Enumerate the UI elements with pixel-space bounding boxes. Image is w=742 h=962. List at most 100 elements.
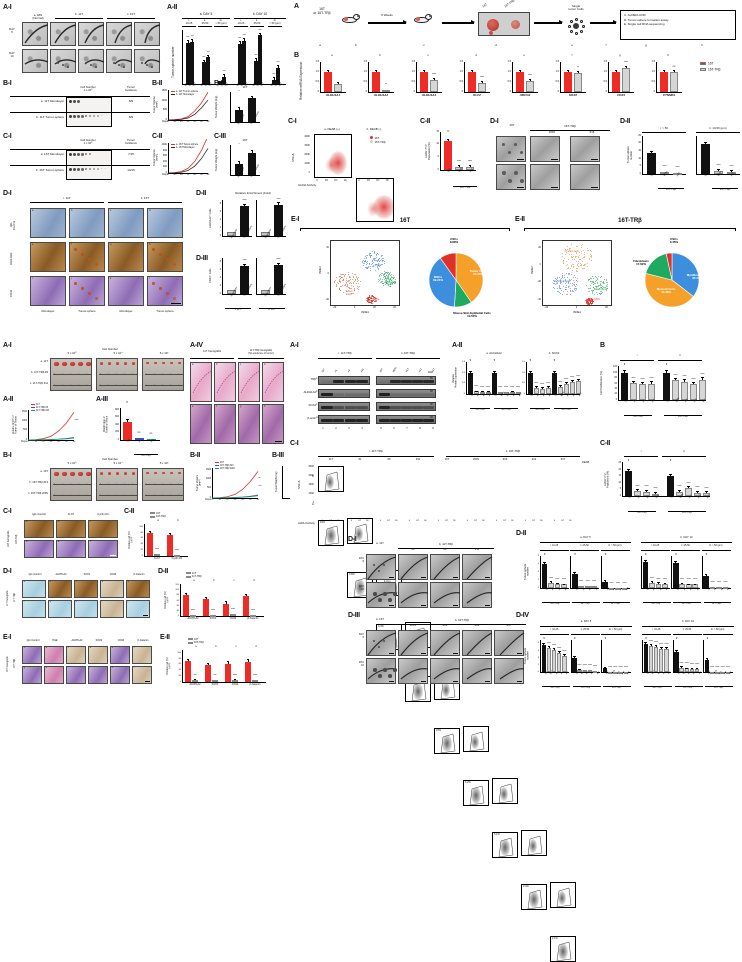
- tsne-point: [571, 279, 572, 280]
- blot-lane-num-6: 7: [404, 428, 410, 431]
- tsne-point: [584, 256, 585, 257]
- a2b-ylabel: Relative Protein Expression: [453, 362, 458, 394]
- sc-xtick-1-2-4: #17: [729, 671, 733, 675]
- bq-sig-6: ****: [622, 62, 630, 65]
- a2-star-3-2: ***: [240, 35, 248, 38]
- ihcg-tile-1-4: k: [110, 666, 130, 684]
- wf-plate-label-16ttrb: 16T-TRβ: [504, 0, 515, 9]
- sg-row-0: DAY 5: [352, 558, 364, 563]
- tsne-point: [584, 265, 585, 266]
- g2-legend: 16T 16T-TRβ #13 16T-TRβ W2N: [215, 462, 235, 470]
- tsne-point: [591, 257, 592, 258]
- d1-tile-letter: e: [32, 244, 36, 247]
- c1f2-xtick-4-2: 10⁵: [450, 520, 459, 522]
- tsne-point: [336, 286, 337, 287]
- a4-tile-1-3: h: [262, 404, 284, 444]
- rg-legend-swatch: [186, 572, 191, 574]
- a2-subhdr-1: ii. 25-50: [197, 20, 213, 25]
- bp-bar-8: [699, 380, 706, 400]
- bq-bar-6-0-errcap: [615, 70, 618, 71]
- tray-line: [145, 484, 183, 485]
- bq-bar-5-1-errcap: [577, 71, 580, 72]
- bq-ytick-4: 1.0: [502, 71, 511, 74]
- sg-col-0: W2N: [398, 625, 428, 628]
- a1-row-day10: DAY 10: [4, 52, 20, 58]
- tsne-point: [583, 268, 584, 269]
- w2-ylabel: Tumor Weight (mg): [276, 466, 279, 498]
- d1-tile-0-1: b: [69, 208, 105, 238]
- sc-marker-0-1: ▼: [571, 554, 579, 557]
- tsne-point: [349, 276, 350, 277]
- tsne-point: [369, 296, 370, 297]
- tsne-box: Myeloid Cells Myofibroblasts Fibroblasts h-…: [542, 240, 612, 306]
- tray-line: [99, 385, 137, 386]
- d2-title: Relative Enrichment (Fold): [216, 192, 290, 195]
- bq-letter-0: a: [318, 54, 346, 57]
- rg-ytick: 0: [170, 615, 179, 617]
- a1-tile-0-0: [22, 22, 48, 46]
- panel-label-e1: E-I: [291, 216, 299, 223]
- tsne-ytick-0: -40: [532, 299, 541, 302]
- a2b-grplabel-a-0: 11T-TRβ: [468, 409, 492, 412]
- c1f2-pct-5: 3.2%: [465, 782, 479, 785]
- tsne-point: [601, 293, 602, 294]
- c1f-plot-0: [314, 134, 352, 178]
- sc-grplabel-0-1: 16T-TRβ: [571, 687, 601, 689]
- sg-sphere: [388, 598, 392, 602]
- sc-bar-1-0-0-errcap: [644, 560, 647, 561]
- g2-sig-0: **: [259, 478, 269, 481]
- rg-letter-2: c: [226, 646, 246, 649]
- tsne-point: [569, 274, 570, 275]
- tsne-point: [358, 289, 359, 290]
- d2-xtick-0-1-0: Monolayer: [265, 229, 272, 239]
- g-xtick-0: 0: [165, 174, 171, 176]
- sg-col-3: #17: [494, 625, 524, 628]
- c1f2-population: [471, 787, 481, 804]
- bq-ytick-5: 0.5: [550, 81, 559, 84]
- tray-tumor: [116, 362, 119, 365]
- a2b-bar-0-4: [492, 373, 497, 394]
- c1f-legend-label-1: 16T-TRβ: [375, 140, 386, 144]
- panel-label-f2-a2bar: A-II: [452, 342, 462, 349]
- c1f2-pct-8: 2.1%: [552, 938, 566, 941]
- rg-ytick: 40: [172, 669, 181, 671]
- a2-bar-4-1: [254, 61, 257, 84]
- ihcg-letter: b: [50, 581, 54, 583]
- rg-bar-3-0-errcap: [247, 659, 250, 660]
- sc-bar-0-0-4-errcap: [563, 654, 566, 655]
- tsne-point: [358, 283, 359, 284]
- sc-subbrace-1-2: [703, 634, 732, 635]
- a1-sphere: [118, 64, 120, 66]
- g-legend-row: b. 16T Monolayer: [171, 146, 198, 149]
- tray-tumor: [170, 362, 173, 365]
- d1-stain-dot: [88, 258, 91, 261]
- d2b-ytick: 25: [633, 135, 641, 138]
- g2-legend-swatch: [215, 465, 219, 466]
- c1f-plot-1: [356, 178, 394, 222]
- blot-lane-l-3: #11: [361, 369, 365, 374]
- d1-stain-dot: [95, 263, 98, 266]
- tsne-point: [597, 278, 598, 279]
- bp-xtick-3: #11: [652, 399, 656, 404]
- d1-stain-dot: [166, 258, 169, 261]
- tsne-point: [574, 284, 575, 285]
- tbl-rule-mid: [10, 165, 150, 166]
- tray-box-0: [50, 358, 92, 391]
- c2b2-bar-3-errcap: [654, 492, 657, 493]
- tsne-point: [392, 277, 393, 278]
- bq-bar-4-0-errcap: [519, 70, 522, 71]
- tsne-point: [571, 254, 572, 255]
- g2-xtick-6: 60: [255, 499, 261, 501]
- a2b-bar-1-0-errcap: [529, 371, 532, 372]
- c2b2-xtick-0: 11T: [629, 495, 633, 500]
- bp-ytick: 40: [608, 388, 617, 390]
- c1f2-col-3: #11: [405, 459, 431, 462]
- tsne-cluster-label-0: Tumor Cells: [336, 291, 362, 296]
- tray-tumor: [108, 362, 111, 365]
- tsne-point: [345, 285, 346, 286]
- tbl-blot-dot: [89, 153, 91, 155]
- c1f-xtick-0-1: 10³: [322, 180, 332, 182]
- mouse-icon: [414, 14, 433, 23]
- tsne-point: [571, 256, 572, 257]
- tsne-point: [569, 254, 570, 255]
